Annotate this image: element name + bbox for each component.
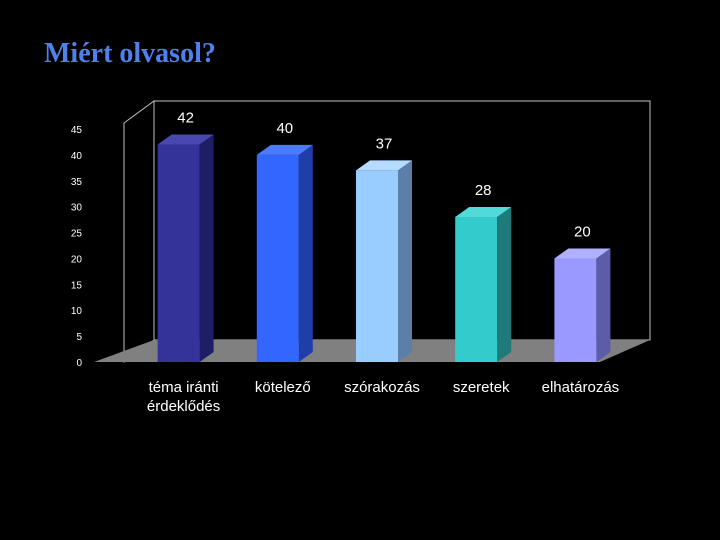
chart-bars [157, 134, 611, 362]
y-tick-label: 0 [76, 358, 82, 369]
category-label: téma iránti érdeklődés [147, 379, 220, 415]
bar-top [554, 248, 611, 259]
y-tick-label: 20 [71, 254, 83, 265]
bar-front [455, 217, 498, 362]
bar [356, 160, 412, 362]
bar [554, 248, 611, 362]
category-label-line: téma iránti [149, 379, 219, 396]
data-label: 20 [574, 223, 591, 240]
category-label-line: érdeklődés [147, 398, 220, 415]
bar [256, 144, 313, 362]
data-label: 37 [376, 135, 393, 152]
bar-top [256, 144, 313, 155]
y-tick-label: 10 [71, 306, 83, 317]
bar-side [199, 134, 214, 362]
y-tick-label: 15 [71, 280, 83, 291]
category-label: elhatározás [542, 379, 620, 396]
category-labels: téma iránti érdeklődés kötelező szórakozás s… [147, 379, 619, 415]
data-label: 40 [276, 120, 293, 137]
category-label: szeretek [453, 379, 510, 396]
category-label: szórakozás [344, 379, 420, 396]
category-label-line: szórakozás [344, 379, 420, 396]
bar-top [157, 134, 214, 145]
side-wall [123, 100, 155, 363]
bar-side [298, 144, 313, 362]
slide-title: Miért olvasol? [44, 38, 216, 69]
category-label-line: szeretek [453, 379, 510, 396]
bar-side [497, 207, 512, 362]
category-label-line: elhatározás [542, 379, 620, 396]
y-tick-label: 5 [76, 332, 82, 343]
y-tick-label: 45 [71, 125, 83, 136]
category-label: kötelező [255, 379, 311, 396]
bar-top [455, 207, 512, 218]
y-axis-ticks: 0 5 10 15 20 25 30 35 40 45 [71, 125, 83, 369]
y-tick-label: 25 [71, 229, 83, 240]
data-labels: 42 40 37 28 20 [177, 110, 590, 241]
y-tick-label: 35 [71, 177, 83, 188]
bar-side [596, 248, 611, 362]
bar-side [398, 160, 412, 362]
bar-front [356, 170, 398, 362]
bar-top [356, 160, 412, 171]
data-label: 42 [177, 110, 194, 127]
category-label-line: kötelező [255, 379, 311, 396]
bar [157, 134, 214, 362]
bar [455, 207, 512, 362]
bar-front [256, 154, 299, 362]
y-tick-label: 30 [71, 203, 83, 214]
data-label: 28 [475, 182, 492, 199]
y-tick-label: 40 [71, 151, 83, 162]
bar-front [157, 144, 200, 362]
bar-front [554, 258, 597, 362]
